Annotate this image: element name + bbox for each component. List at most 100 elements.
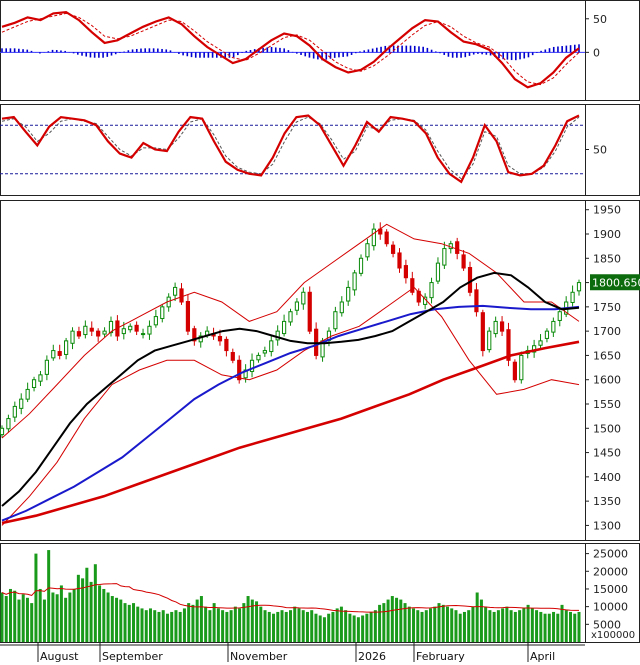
volume-bar xyxy=(221,610,225,642)
volume-bar xyxy=(68,592,72,642)
volume-bar xyxy=(153,610,157,642)
candle-body xyxy=(237,359,242,381)
volume-bar xyxy=(195,599,199,642)
y-tick-label: 15000 xyxy=(593,583,628,596)
volume-bar xyxy=(484,606,488,642)
candle-body xyxy=(70,330,75,344)
volume-bar xyxy=(216,608,220,642)
candle-body xyxy=(121,328,126,335)
candle-body xyxy=(243,369,248,379)
x-tick-label: 2026 xyxy=(358,650,386,663)
volume-bar xyxy=(174,610,178,642)
candle-body xyxy=(76,331,82,337)
volume-bar xyxy=(187,603,191,642)
volume-bar xyxy=(518,610,522,642)
volume-bar xyxy=(178,611,182,642)
volume-bar xyxy=(284,611,288,642)
candle-body xyxy=(346,286,351,302)
candle-body xyxy=(435,262,441,282)
volume-bar xyxy=(424,610,428,642)
volume-bar xyxy=(85,567,89,642)
volume-bar xyxy=(450,608,454,642)
volume-bar xyxy=(361,615,365,642)
volume-bar xyxy=(454,610,458,642)
volume-bar xyxy=(573,613,577,642)
volume-bar xyxy=(157,611,161,642)
volume-bar xyxy=(161,610,165,642)
volume-bar xyxy=(339,606,343,642)
candle-body xyxy=(31,379,37,388)
candle-body xyxy=(512,361,517,381)
candle-body xyxy=(384,231,389,245)
volume-bar xyxy=(543,613,547,642)
volume-bar xyxy=(106,592,110,642)
y-tick-label: 1950 xyxy=(593,204,621,217)
candle-body xyxy=(64,340,69,355)
volume-bar xyxy=(318,615,322,642)
candle-body xyxy=(506,329,511,361)
volume-bar xyxy=(547,613,551,642)
candle-body xyxy=(544,330,550,339)
volume-bar xyxy=(255,601,259,642)
candle-body xyxy=(224,338,229,352)
volume-bar xyxy=(310,610,314,642)
volume-bar xyxy=(471,606,475,642)
volume-bar xyxy=(513,611,517,642)
volume-bar xyxy=(51,592,55,642)
y-tick-label: 1550 xyxy=(593,398,621,411)
volume-bar xyxy=(301,610,305,642)
volume-bar xyxy=(59,585,63,642)
y-tick-label: 20000 xyxy=(593,565,628,578)
volume-bar xyxy=(272,613,276,642)
candle-body xyxy=(179,288,184,303)
stochastic-panel: 50 xyxy=(0,114,607,184)
volume-bar xyxy=(110,596,114,642)
volume-bar xyxy=(42,599,46,642)
volume-bar xyxy=(344,610,348,642)
stoch-d-line xyxy=(1,116,580,180)
candle-body xyxy=(455,241,460,254)
volume-bar xyxy=(34,553,38,642)
volume-bar xyxy=(17,599,21,642)
candle-body xyxy=(57,351,62,356)
volume-bar xyxy=(238,608,242,642)
candle-body xyxy=(51,350,56,359)
candle-body xyxy=(108,320,114,334)
volume-bar xyxy=(8,588,12,642)
volume-bar xyxy=(479,599,483,642)
y-tick-label: 25000 xyxy=(593,548,628,561)
volume-bar xyxy=(569,611,573,642)
volume-bar xyxy=(458,613,462,642)
volume-bar xyxy=(76,574,80,642)
y-tick-label: 50 xyxy=(593,13,607,26)
volume-bar xyxy=(246,596,250,642)
volume-bar xyxy=(47,550,51,642)
last-price-box xyxy=(590,274,640,291)
volume-bar xyxy=(535,610,539,642)
candle-body xyxy=(192,328,197,342)
candle-body xyxy=(288,311,293,323)
volume-bar xyxy=(496,610,500,642)
candle-body xyxy=(262,350,267,354)
candle-body xyxy=(249,359,255,372)
volume-bar xyxy=(445,606,449,642)
volume-average-line xyxy=(1,583,579,613)
volume-bar xyxy=(297,608,301,642)
candle-body xyxy=(89,327,94,332)
volume-bar xyxy=(365,613,369,642)
volume-bar xyxy=(373,610,377,642)
candle-body xyxy=(493,320,498,335)
volume-bar xyxy=(378,604,382,642)
volume-bar xyxy=(577,611,581,642)
candle-body xyxy=(160,306,165,320)
panel-border-stoch xyxy=(0,104,640,196)
candle-body xyxy=(128,325,133,331)
volume-bar xyxy=(170,611,174,642)
y-tick-label: 1850 xyxy=(593,252,621,265)
volume-bar xyxy=(382,603,386,642)
y-tick-label: 1350 xyxy=(593,495,621,508)
candle-body xyxy=(339,301,344,314)
candle-body xyxy=(83,325,88,336)
volume-bar xyxy=(25,597,29,642)
candle-body xyxy=(134,324,139,332)
